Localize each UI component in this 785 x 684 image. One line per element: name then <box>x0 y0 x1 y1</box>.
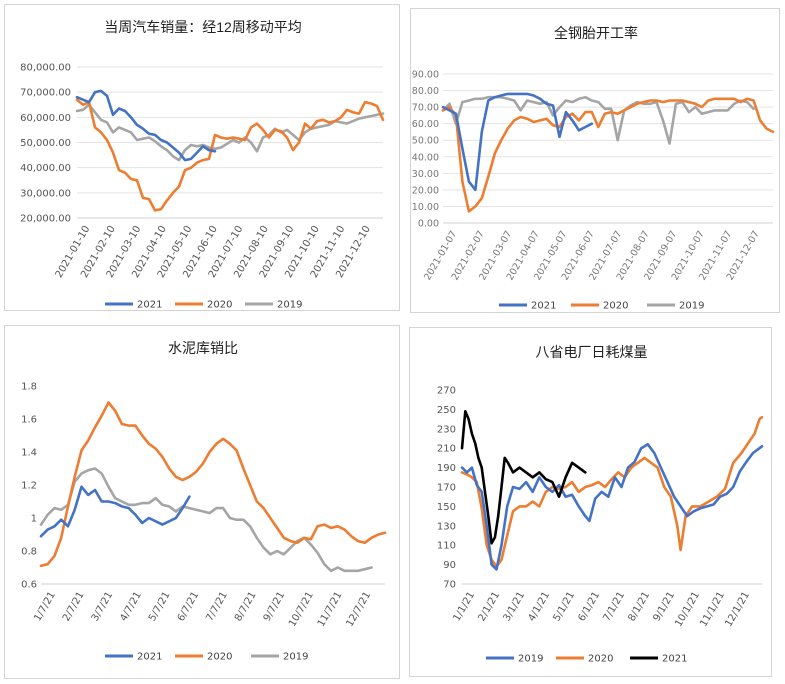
y-tick-label: 80.00 <box>412 86 439 97</box>
x-tick-label: 4/1/21 <box>526 590 552 623</box>
x-tick-label: 5/1/21 <box>551 590 577 623</box>
y-tick-label: 270 <box>437 386 456 397</box>
x-tick-label: 8/1/21 <box>626 590 652 623</box>
y-tick-label: 20,000.00 <box>20 214 71 225</box>
legend-label: 2019 <box>518 654 543 665</box>
y-tick-label: 60,000.00 <box>20 113 71 124</box>
y-tick-label: 250 <box>437 405 456 416</box>
x-tick-label: 1/1/21 <box>451 590 477 623</box>
legend-label: 2020 <box>207 652 232 663</box>
y-tick-label: 90 <box>443 560 456 571</box>
series-line-2021 <box>75 89 217 162</box>
series-line-2019 <box>39 467 373 573</box>
legend-label: 2020 <box>603 301 628 312</box>
x-tick-label: 1/7/21 <box>32 590 58 623</box>
legend-label: 2019 <box>283 652 308 663</box>
x-tick-label: 5/7/21 <box>147 590 173 623</box>
y-tick-label: 40,000.00 <box>20 163 71 174</box>
chart-panel-power-plant-coal: 八省电厂日耗煤量 70 90 110 130 150 170 190 210 230 250 270 1… <box>409 327 772 677</box>
legend-label: 2020 <box>588 654 613 665</box>
chart-title: 水泥库销比 <box>168 340 238 356</box>
y-tick-label: 70.00 <box>412 103 439 114</box>
y-tick-label: 30.00 <box>412 169 439 180</box>
y-tick-label: 1.4 <box>21 448 37 459</box>
series-line-2020 <box>75 98 385 212</box>
x-tick-label: 9/7/21 <box>262 590 288 623</box>
legend-label: 2021 <box>137 300 162 311</box>
tire-operating-rate-chart: 全钢胎开工率 0.00 10.00 20.00 30.00 40.00 50.00 60.00… <box>412 25 775 312</box>
y-tick-label: 150 <box>437 502 456 513</box>
y-tick-label: 90.00 <box>412 70 439 81</box>
series-line-2019 <box>460 443 764 571</box>
legend-label: 2019 <box>679 301 704 312</box>
y-tick-label: 1.8 <box>21 382 37 393</box>
series-line-2020 <box>39 401 387 568</box>
power-plant-coal-chart: 八省电厂日耗煤量 70 90 110 130 150 170 190 210 230 250 270 1… <box>437 344 764 665</box>
y-tick-label: 0.00 <box>418 219 439 230</box>
y-tick-label: 50,000.00 <box>20 138 71 149</box>
x-tick-label: 12/1/21 <box>723 590 752 629</box>
legend-label: 2021 <box>662 654 687 665</box>
y-tick-label: 0.6 <box>21 580 37 591</box>
x-tick-label: 6/7/21 <box>176 590 202 623</box>
legend-label: 2021 <box>531 301 556 312</box>
legend-label: 2020 <box>207 300 232 311</box>
x-tick-label: 11/7/21 <box>316 590 345 629</box>
cement-inventory-ratio-chart: 水泥库销比 0.6 0.8 1 1.2 1.4 1.6 1.8 1/7/21 2/7/21 3/7/… <box>21 340 387 663</box>
car-sales-chart: 当周汽车销量：经12周移动平均 20,000.00 30,000.00 40,000.… <box>20 19 385 311</box>
y-tick-label: 1.6 <box>21 415 37 426</box>
y-tick-label: 70 <box>443 580 456 591</box>
y-tick-label: 40.00 <box>412 152 439 163</box>
y-tick-label: 110 <box>437 541 456 552</box>
chart-title: 全钢胎开工率 <box>554 25 638 41</box>
x-tick-label: 4/7/21 <box>118 590 144 623</box>
x-tick-label: 2/1/21 <box>476 590 502 623</box>
y-tick-label: 0.8 <box>21 547 37 558</box>
legend-label: 2021 <box>137 652 162 663</box>
series-line-2021 <box>460 410 587 545</box>
y-tick-label: 10.00 <box>412 202 439 213</box>
y-tick-label: 80,000.00 <box>20 63 71 74</box>
series-line-2019 <box>441 95 755 145</box>
x-tick-label: 7/1/21 <box>601 590 627 623</box>
series-line-2021 <box>441 92 594 192</box>
y-tick-label: 130 <box>437 521 456 532</box>
x-tick-label: 9/1/21 <box>651 590 677 623</box>
series-line-2021 <box>39 485 191 538</box>
chart-panel-car-sales: 当周汽车销量：经12周移动平均 20,000.00 30,000.00 40,000.… <box>4 4 400 311</box>
x-tick-label: 3/1/21 <box>501 590 527 623</box>
x-tick-label: 12/7/21 <box>344 590 373 629</box>
y-tick-label: 230 <box>437 424 456 435</box>
y-tick-label: 210 <box>437 444 456 455</box>
series-line-2019 <box>75 103 385 162</box>
series-line-2020 <box>460 415 764 568</box>
chart-panel-cement-inventory-ratio: 水泥库销比 0.6 0.8 1 1.2 1.4 1.6 1.8 1/7/21 2/7/21 3/7/… <box>4 325 400 679</box>
x-tick-label: 7/7/21 <box>204 590 230 623</box>
y-tick-label: 70,000.00 <box>20 88 71 99</box>
y-tick-label: 20.00 <box>412 185 439 196</box>
y-tick-label: 50.00 <box>412 136 439 147</box>
y-tick-label: 170 <box>437 483 456 494</box>
x-tick-label: 6/1/21 <box>576 590 602 623</box>
x-tick-label: 3/7/21 <box>90 590 116 623</box>
chart-panel-tire-operating-rate: 全钢胎开工率 0.00 10.00 20.00 30.00 40.00 50.00 60.00… <box>410 8 780 313</box>
y-tick-label: 1 <box>31 514 37 525</box>
legend-label: 2019 <box>277 300 302 311</box>
x-tick-label: 8/7/21 <box>233 590 259 623</box>
chart-title: 当周汽车销量：经12周移动平均 <box>104 19 302 35</box>
y-tick-label: 60.00 <box>412 119 439 130</box>
chart-title: 八省电厂日耗煤量 <box>536 344 648 360</box>
x-tick-label: 10/7/21 <box>287 590 316 629</box>
y-tick-label: 1.2 <box>21 481 37 492</box>
x-tick-label: 2/7/21 <box>61 590 87 623</box>
y-tick-label: 30,000.00 <box>20 188 71 199</box>
series-line-2020 <box>441 97 775 213</box>
y-tick-label: 190 <box>437 463 456 474</box>
